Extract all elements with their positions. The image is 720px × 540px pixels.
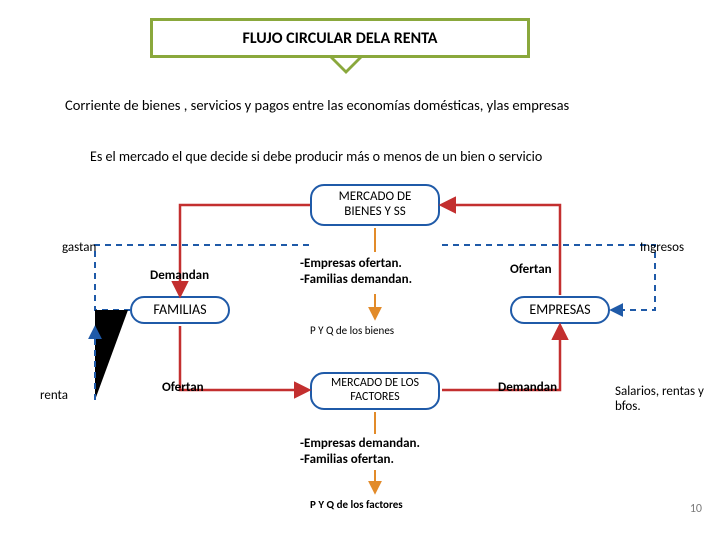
label-gastan: gastan (62, 240, 96, 255)
label-renta: renta (40, 388, 68, 403)
pyq-bot: P Y Q de los factores (310, 498, 403, 511)
page-number: 10 (690, 502, 702, 516)
pyq-top: P Y Q de los bienes (310, 324, 394, 337)
label-ofertan-left: Ofertan (162, 380, 204, 395)
desc-bot: -Empresas demandan. -Familias ofertan. (300, 436, 420, 467)
desc-top: -Empresas ofertan. -Familias demandan. (300, 256, 412, 287)
label-demandan-left: Demandan (150, 268, 209, 283)
label-ingresos: Ingresos (640, 240, 684, 255)
label-demandan-right: Demandan (498, 380, 557, 395)
label-ofertan-right: Ofertan (510, 262, 552, 277)
label-salarios: Salarios, rentas y bfos. (615, 385, 715, 415)
